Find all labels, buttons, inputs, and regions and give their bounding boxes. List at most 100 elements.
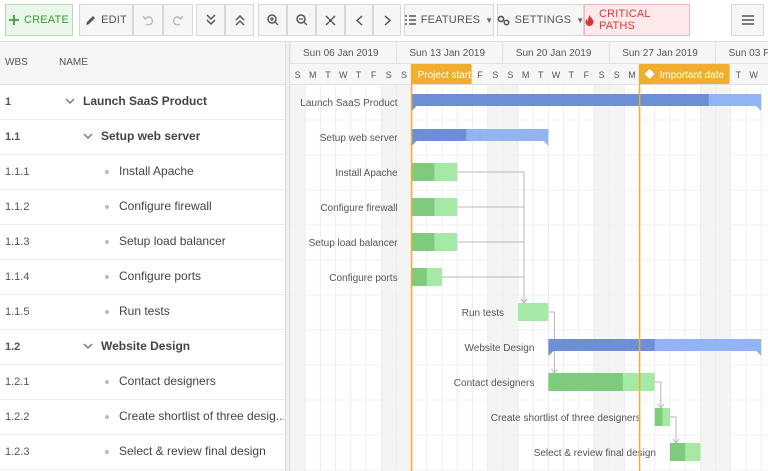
task-grid: WBS NAME 1 Launch SaaS Product 1.1 Setup we… xyxy=(0,42,286,471)
gantt-chart-svg: Sun 06 Jan 2019 Sun 13 Jan 2019 Sun 20 Jan… xyxy=(290,42,768,471)
day-label: T xyxy=(356,70,362,80)
parent-bar-cap-right xyxy=(756,351,762,356)
toolbar: CREATE EDIT FEATURES ▼ SETTINGS ▼ xyxy=(0,0,768,42)
day-label: T xyxy=(736,70,742,80)
day-label: S xyxy=(401,70,407,80)
table-row[interactable]: 1 Launch SaaS Product xyxy=(0,85,286,120)
task-name-cell: Launch SaaS Product xyxy=(83,94,208,108)
task-bar-label: Create shortlist of three designers xyxy=(491,413,641,424)
table-row[interactable]: 1.2.1 Contact designers xyxy=(0,365,286,400)
day-label: S xyxy=(599,70,605,80)
expand-all-icon xyxy=(234,14,245,26)
create-label: CREATE xyxy=(23,14,69,26)
edit-button[interactable]: EDIT xyxy=(79,4,133,36)
critical-paths-label: CRITICAL PATHS xyxy=(599,8,651,32)
task-bar-label: Setup web server xyxy=(320,133,398,144)
expand-toggle-icon[interactable] xyxy=(64,95,76,107)
main-menu-button[interactable] xyxy=(731,4,764,36)
previous-period-button[interactable] xyxy=(345,4,373,36)
name-column-header[interactable]: NAME xyxy=(59,57,88,68)
expand-all-button[interactable] xyxy=(225,4,254,36)
table-row[interactable]: 1.1.1 Install Apache xyxy=(0,155,286,190)
parent-bar-cap-right xyxy=(543,141,549,146)
zoom-out-button[interactable] xyxy=(287,4,316,36)
leaf-bullet-icon xyxy=(105,310,109,314)
timeline-marker-flag[interactable] xyxy=(639,64,730,84)
task-progress xyxy=(411,198,435,216)
weekend-shade xyxy=(715,85,731,471)
task-progress xyxy=(411,233,435,251)
collapse-all-button[interactable] xyxy=(196,4,225,36)
weekend-shade xyxy=(487,85,503,471)
day-label: F xyxy=(584,70,590,80)
weekend-shade xyxy=(381,85,397,471)
leaf-bullet-icon xyxy=(105,380,109,384)
dependency-line xyxy=(670,416,677,443)
table-row[interactable]: 1.1.4 Configure ports xyxy=(0,260,286,295)
day-label: M xyxy=(628,70,636,80)
critical-paths-button[interactable]: CRITICAL PATHS xyxy=(584,4,690,36)
features-label: FEATURES xyxy=(420,14,481,26)
week-label: Sun 03 F xyxy=(729,48,768,59)
day-label: T xyxy=(538,70,544,80)
wbs-cell: 1.2.1 xyxy=(5,376,30,388)
edit-label: EDIT xyxy=(101,14,127,26)
task-progress xyxy=(411,129,467,141)
task-progress xyxy=(411,163,435,181)
gantt-timeline: Sun 06 Jan 2019 Sun 13 Jan 2019 Sun 20 Jan… xyxy=(290,42,768,471)
task-progress xyxy=(548,339,655,351)
zoom-out-icon xyxy=(295,14,308,26)
task-progress xyxy=(670,443,686,461)
parent-bar-cap-left xyxy=(411,141,417,146)
grid-header: WBS NAME xyxy=(0,42,286,85)
features-menu-button[interactable]: FEATURES ▼ xyxy=(404,4,494,36)
settings-menu-button[interactable]: SETTINGS ▼ xyxy=(497,4,584,36)
day-label: S xyxy=(492,70,498,80)
task-name-cell: Select & review final design xyxy=(119,444,266,458)
expand-toggle-icon[interactable] xyxy=(82,340,94,352)
leaf-bullet-icon xyxy=(105,240,109,244)
task-name-cell: Configure firewall xyxy=(119,199,212,213)
task-name-cell: Install Apache xyxy=(119,164,194,178)
table-row[interactable]: 1.2.3 Select & review final design xyxy=(0,435,286,470)
zoom-in-icon xyxy=(266,14,279,26)
plus-icon xyxy=(8,15,19,25)
task-bar[interactable] xyxy=(518,303,549,321)
table-row[interactable]: 1.1.3 Setup load balancer xyxy=(0,225,286,260)
dependency-line xyxy=(442,276,525,303)
day-label: T xyxy=(568,70,574,80)
parent-bar-cap-left xyxy=(411,106,417,111)
dependency-line xyxy=(654,381,662,408)
timeline-marker-flag[interactable] xyxy=(411,64,472,84)
settings-label: SETTINGS xyxy=(514,14,572,26)
timeline-marker-label: Important date xyxy=(660,70,725,81)
caret-down-icon: ▼ xyxy=(485,15,494,25)
day-label: M xyxy=(522,70,530,80)
weekend-shade xyxy=(700,85,716,471)
wbs-column-header[interactable]: WBS xyxy=(5,57,28,68)
zoom-to-fit-button[interactable] xyxy=(316,4,345,36)
hamburger-icon xyxy=(741,15,754,25)
week-label: Sun 13 Jan 2019 xyxy=(409,48,485,59)
undo-icon xyxy=(142,14,154,26)
task-bar-label: Contact designers xyxy=(454,378,535,389)
expand-toggle-icon[interactable] xyxy=(82,130,94,142)
diamond-icon xyxy=(644,69,655,79)
wbs-cell: 1.1.5 xyxy=(5,306,30,318)
zoom-in-button[interactable] xyxy=(258,4,287,36)
redo-button[interactable] xyxy=(163,4,193,36)
table-row[interactable]: 1.1 Setup web server xyxy=(0,120,286,155)
next-period-button[interactable] xyxy=(373,4,401,36)
table-row[interactable]: 1.1.5 Run tests xyxy=(0,295,286,330)
wbs-cell: 1 xyxy=(5,96,12,108)
wbs-cell: 1.2.2 xyxy=(5,411,30,423)
create-button[interactable]: CREATE xyxy=(5,4,73,36)
day-label: W xyxy=(749,70,758,80)
table-row[interactable]: 1.2 Website Design xyxy=(0,330,286,365)
table-row[interactable]: 1.2.2 Create shortlist of three desig... xyxy=(0,400,286,435)
undo-button[interactable] xyxy=(133,4,163,36)
task-bar-label: Run tests xyxy=(462,308,504,319)
table-row[interactable]: 1.1.2 Configure firewall xyxy=(0,190,286,225)
chevron-left-icon xyxy=(355,14,363,26)
day-label: S xyxy=(614,70,620,80)
